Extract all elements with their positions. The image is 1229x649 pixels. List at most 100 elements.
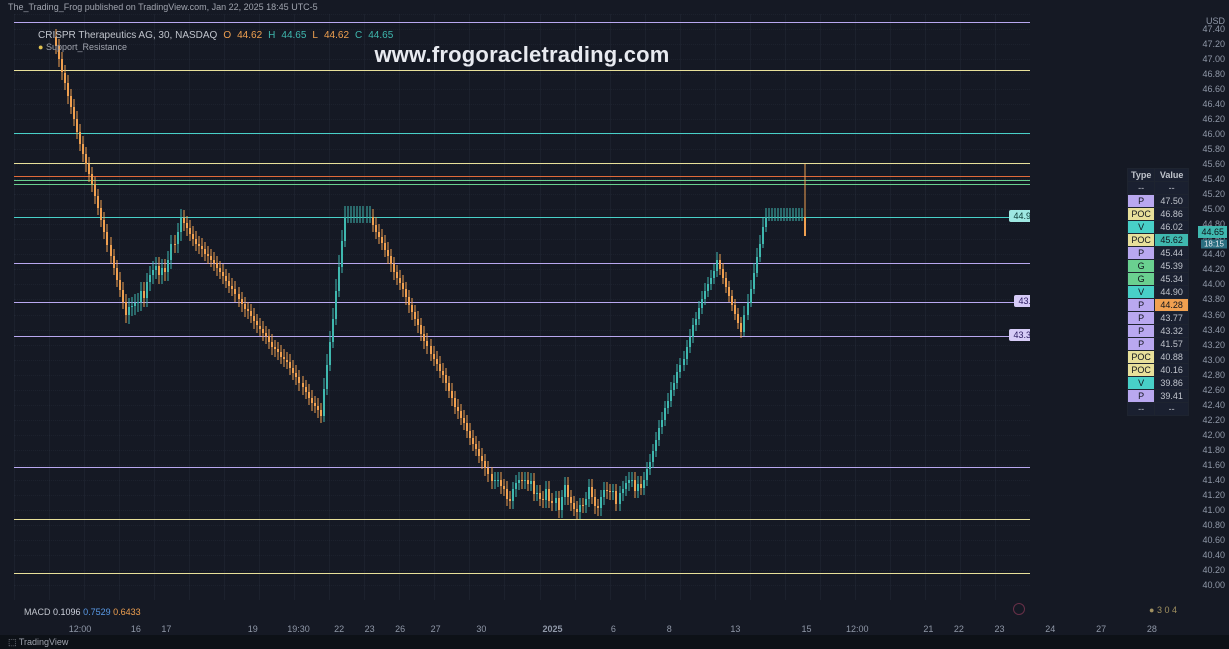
tv-row[interactable]: POC40.16 xyxy=(1128,364,1189,377)
tv-value: 39.41 xyxy=(1155,390,1189,403)
tv-row[interactable]: POC40.88 xyxy=(1128,351,1189,364)
symbol-row[interactable]: CRISPR Therapeutics AG, 30, NASDAQ O 44.6… xyxy=(38,30,393,41)
xtick: 22 xyxy=(954,624,964,634)
xtick: 22 xyxy=(334,624,344,634)
xtick: 26 xyxy=(395,624,405,634)
time-axis[interactable]: 12:0016171919:302223262730202568131512:0… xyxy=(14,619,1030,635)
macd-label: MACD xyxy=(24,607,51,617)
macd-row[interactable]: MACD 0.1096 0.7529 0.6433 xyxy=(14,607,1030,617)
xtick: 12:00 xyxy=(846,624,869,634)
ytick: 40.80 xyxy=(1202,520,1225,530)
xtick: 28 xyxy=(1147,624,1157,634)
tv-type: V xyxy=(1128,221,1155,234)
tv-value: 45.44 xyxy=(1155,247,1189,260)
ytick: 46.40 xyxy=(1202,99,1225,109)
tv-row[interactable]: P39.41 xyxy=(1128,390,1189,403)
tv-row[interactable]: P43.77 xyxy=(1128,312,1189,325)
tv-row[interactable]: V44.90 xyxy=(1128,286,1189,299)
tv-value: 40.16 xyxy=(1155,364,1189,377)
macd-v2: 0.7529 xyxy=(83,607,111,617)
current-price-tag: 44.65 xyxy=(1198,226,1227,238)
ytick: 46.60 xyxy=(1202,84,1225,94)
tv-header: Value xyxy=(1155,169,1189,182)
tv-row[interactable]: G45.39 xyxy=(1128,260,1189,273)
ytick: 44.40 xyxy=(1202,249,1225,259)
ohlc-o-label: O xyxy=(223,30,231,41)
tv-value: 45.39 xyxy=(1155,260,1189,273)
ytick: 45.80 xyxy=(1202,144,1225,154)
tv-row[interactable]: ---- xyxy=(1128,403,1189,416)
tv-row[interactable]: V39.86 xyxy=(1128,377,1189,390)
ytick: 43.60 xyxy=(1202,310,1225,320)
tv-type: V xyxy=(1128,286,1155,299)
ytick: 47.40 xyxy=(1202,24,1225,34)
tv-value: 43.32 xyxy=(1155,325,1189,338)
tv-value: 44.90 xyxy=(1155,286,1189,299)
tv-row[interactable]: P43.32 xyxy=(1128,325,1189,338)
ytick: 45.20 xyxy=(1202,189,1225,199)
tv-value: 47.50 xyxy=(1155,195,1189,208)
tv-row[interactable]: P45.44 xyxy=(1128,247,1189,260)
indicator-row[interactable]: ● Support_Resistance xyxy=(38,42,127,52)
price-axis[interactable]: USD 40.0040.2040.4040.6040.8041.0041.204… xyxy=(1193,14,1229,600)
tv-value: 43.77 xyxy=(1155,312,1189,325)
footer: ⬚ TradingView xyxy=(0,635,1229,649)
tv-row[interactable]: G45.34 xyxy=(1128,273,1189,286)
type-value-panel[interactable]: TypeValue----P47.50POC46.86V46.02POC45.6… xyxy=(1127,168,1189,416)
ytick: 40.60 xyxy=(1202,535,1225,545)
tv-type: P xyxy=(1128,299,1155,312)
price-line-tag: 43.32 (240, 30) : V xyxy=(1009,329,1030,341)
xtick: 23 xyxy=(365,624,375,634)
ytick: 43.40 xyxy=(1202,325,1225,335)
tv-row[interactable]: ---- xyxy=(1128,182,1189,195)
xtick: 6 xyxy=(611,624,616,634)
settings-icon[interactable] xyxy=(1013,603,1025,615)
ytick: 44.00 xyxy=(1202,279,1225,289)
tv-row[interactable]: P44.28 xyxy=(1128,299,1189,312)
xtick: 2025 xyxy=(542,624,562,634)
ytick: 41.80 xyxy=(1202,445,1225,455)
tv-value: 46.02 xyxy=(1155,221,1189,234)
xtick: 24 xyxy=(1045,624,1055,634)
ytick: 46.00 xyxy=(1202,129,1225,139)
tv-type: -- xyxy=(1128,403,1155,416)
tv-type: P xyxy=(1128,325,1155,338)
xtick: 8 xyxy=(667,624,672,634)
xtick: 15 xyxy=(801,624,811,634)
symbol-name[interactable]: CRISPR Therapeutics AG, 30, NASDAQ xyxy=(38,30,217,41)
ytick: 45.00 xyxy=(1202,204,1225,214)
xtick: 27 xyxy=(1096,624,1106,634)
tv-row[interactable]: P47.50 xyxy=(1128,195,1189,208)
tv-type: POC xyxy=(1128,364,1155,377)
tv-type: P xyxy=(1128,390,1155,403)
watermark: www.frogoracletrading.com xyxy=(14,42,1030,68)
tv-value: 41.57 xyxy=(1155,338,1189,351)
price-chart[interactable]: 47.50 (30)46.86 (90)46.02 (90)45.62 (240… xyxy=(14,14,1030,600)
ytick: 45.40 xyxy=(1202,174,1225,184)
publish-header: The_Trading_Frog published on TradingVie… xyxy=(0,0,1229,14)
ohlc-l: 44.62 xyxy=(324,30,349,41)
tv-value: 39.86 xyxy=(1155,377,1189,390)
tv-row[interactable]: POC46.86 xyxy=(1128,208,1189,221)
ytick: 40.20 xyxy=(1202,565,1225,575)
ytick: 42.00 xyxy=(1202,430,1225,440)
xtick: 17 xyxy=(161,624,171,634)
xtick: 23 xyxy=(995,624,1005,634)
tv-type: POC xyxy=(1128,234,1155,247)
tv-type: V xyxy=(1128,377,1155,390)
macd-v1: 0.1096 xyxy=(53,607,81,617)
tv-type: G xyxy=(1128,260,1155,273)
tv-row[interactable]: P41.57 xyxy=(1128,338,1189,351)
tv-row[interactable]: V46.02 xyxy=(1128,221,1189,234)
xtick: 12:00 xyxy=(69,624,92,634)
macd-v3: 0.6433 xyxy=(113,607,141,617)
ytick: 44.20 xyxy=(1202,264,1225,274)
ytick: 46.20 xyxy=(1202,114,1225,124)
xtick: 27 xyxy=(431,624,441,634)
ytick: 43.00 xyxy=(1202,355,1225,365)
countdown-tag: 18:15 xyxy=(1201,239,1227,248)
ytick: 40.40 xyxy=(1202,550,1225,560)
ytick: 42.40 xyxy=(1202,400,1225,410)
tv-value: -- xyxy=(1155,403,1189,416)
tv-row[interactable]: POC45.62 xyxy=(1128,234,1189,247)
